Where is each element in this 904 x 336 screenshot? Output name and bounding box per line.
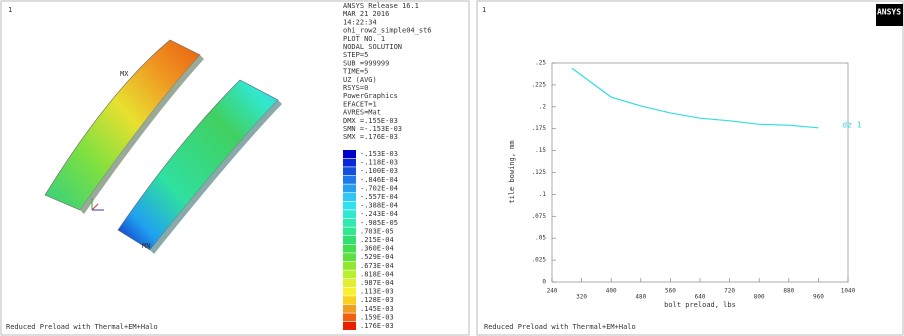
- legend-label: -.100E-03: [360, 167, 398, 175]
- x-tick-label: 560: [665, 288, 676, 295]
- y-tick-label: .175: [532, 125, 547, 132]
- series-line: [572, 68, 818, 128]
- min-marker: MN: [142, 242, 150, 250]
- info-line: SMN =-.153E-03: [343, 125, 402, 133]
- legend-swatch: [343, 193, 356, 201]
- info-line: NODAL SOLUTION: [343, 43, 402, 51]
- screen: 1 MX MN Reduced Preload with Thermal+EM+…: [0, 0, 904, 336]
- legend-label: .145E-03: [360, 305, 394, 313]
- legend-label: .176E-03: [360, 322, 394, 330]
- y-tick-label: .15: [535, 147, 546, 154]
- x-tick-label: 640: [695, 294, 706, 301]
- y-tick-label: .1: [539, 191, 547, 198]
- legend-swatch: [343, 219, 356, 227]
- legend-swatch: [343, 227, 356, 235]
- legend-label: .159E-03: [360, 313, 394, 321]
- info-line: 14:22:34: [343, 18, 377, 26]
- x-tick-label: 880: [783, 288, 794, 295]
- x-axis-label: bolt preload, lbs: [664, 301, 736, 309]
- info-line: PLOT NO. 1: [343, 35, 385, 43]
- legend-swatch: [343, 176, 356, 184]
- legend-swatch: [343, 236, 356, 244]
- legend-swatch: [343, 322, 356, 330]
- info-line: DMX =.155E-03: [343, 117, 398, 125]
- right-panel: [477, 1, 903, 335]
- legend-swatch: [343, 159, 356, 167]
- legend-label: .818E-04: [360, 270, 394, 278]
- y-tick-label: .25: [535, 60, 546, 67]
- x-tick-label: 1040: [841, 288, 856, 295]
- legend-swatch: [343, 288, 356, 296]
- legend-swatch: [343, 313, 356, 321]
- info-line: SMX =.176E-03: [343, 133, 398, 141]
- x-tick-label: 960: [813, 294, 824, 301]
- legend-label: .987E-04: [360, 279, 394, 287]
- legend-label: .529E-04: [360, 253, 394, 261]
- x-tick-label: 720: [724, 288, 735, 295]
- x-tick-label: 320: [576, 294, 587, 301]
- legend-label: -.846E-04: [360, 176, 398, 184]
- logo: ANSYS: [877, 8, 901, 17]
- info-line: UZ (AVG): [343, 76, 377, 84]
- legend-swatch: [343, 253, 356, 261]
- info-line: TIME=5: [343, 68, 368, 76]
- legend-swatch: [343, 210, 356, 218]
- legend-swatch: [343, 296, 356, 304]
- legend-label: .128E-03: [360, 296, 394, 304]
- x-tick-label: 240: [547, 288, 558, 295]
- info-line: PowerGraphics: [343, 92, 398, 100]
- y-axis-label: tile bowing, mm: [508, 140, 516, 203]
- window-number: 1: [8, 6, 12, 14]
- legend-label: -.243E-04: [360, 210, 398, 218]
- info-line: ANSYS Release 16.1: [343, 2, 419, 10]
- legend-label: -.985E-05: [360, 219, 398, 227]
- x-tick-label: 800: [754, 294, 765, 301]
- y-tick-label: .025: [532, 257, 547, 264]
- legend-swatch: [343, 262, 356, 270]
- info-line: ohi_row2_simple04_st6: [343, 27, 432, 35]
- x-tick-label: 480: [635, 294, 646, 301]
- legend-label: .215E-04: [360, 236, 394, 244]
- legend-label: -.557E-04: [360, 193, 398, 201]
- legend-label: .360E-04: [360, 245, 394, 253]
- legend-swatch: [343, 150, 356, 158]
- legend-swatch: [343, 270, 356, 278]
- info-line: AVRES=Mat: [343, 109, 381, 117]
- y-tick-label: .2: [539, 103, 547, 110]
- legend-label: .673E-04: [360, 262, 394, 270]
- legend-swatch: [343, 202, 356, 210]
- legend-label: -.153E-03: [360, 150, 398, 158]
- info-line: SUB =999999: [343, 59, 389, 67]
- x-tick-label: 400: [606, 288, 617, 295]
- plot-frame: [552, 63, 848, 282]
- info-line: STEP=5: [343, 51, 368, 59]
- y-tick-label: .05: [535, 235, 546, 242]
- max-marker: MX: [120, 70, 129, 78]
- legend-swatch: [343, 245, 356, 253]
- legend-swatch: [343, 167, 356, 175]
- y-tick-label: .125: [532, 169, 547, 176]
- legend-label: .703E-05: [360, 227, 394, 235]
- legend-label: -.118E-03: [360, 159, 398, 167]
- info-line: RSYS=0: [343, 84, 368, 92]
- info-line: EFACET=1: [343, 100, 377, 108]
- footer: Reduced Preload with Thermal+EM+Halo: [6, 323, 158, 331]
- y-tick-label: .225: [532, 81, 547, 88]
- legend-swatch: [343, 279, 356, 287]
- legend-label: -.388E-04: [360, 202, 398, 210]
- footer: Reduced Preload with Thermal+EM+Halo: [484, 323, 636, 331]
- page: 1 MX MN Reduced Preload with Thermal+EM+…: [0, 0, 904, 336]
- legend-swatch: [343, 184, 356, 192]
- y-tick-label: .075: [532, 213, 547, 220]
- legend-label: -.702E-04: [360, 184, 398, 192]
- info-line: MAR 21 2016: [343, 10, 389, 18]
- legend-swatch: [343, 305, 356, 313]
- legend-label: dz 1: [842, 120, 861, 129]
- legend-label: .113E-03: [360, 288, 394, 296]
- y-tick-label: 0: [542, 279, 546, 286]
- window-number: 1: [482, 6, 486, 14]
